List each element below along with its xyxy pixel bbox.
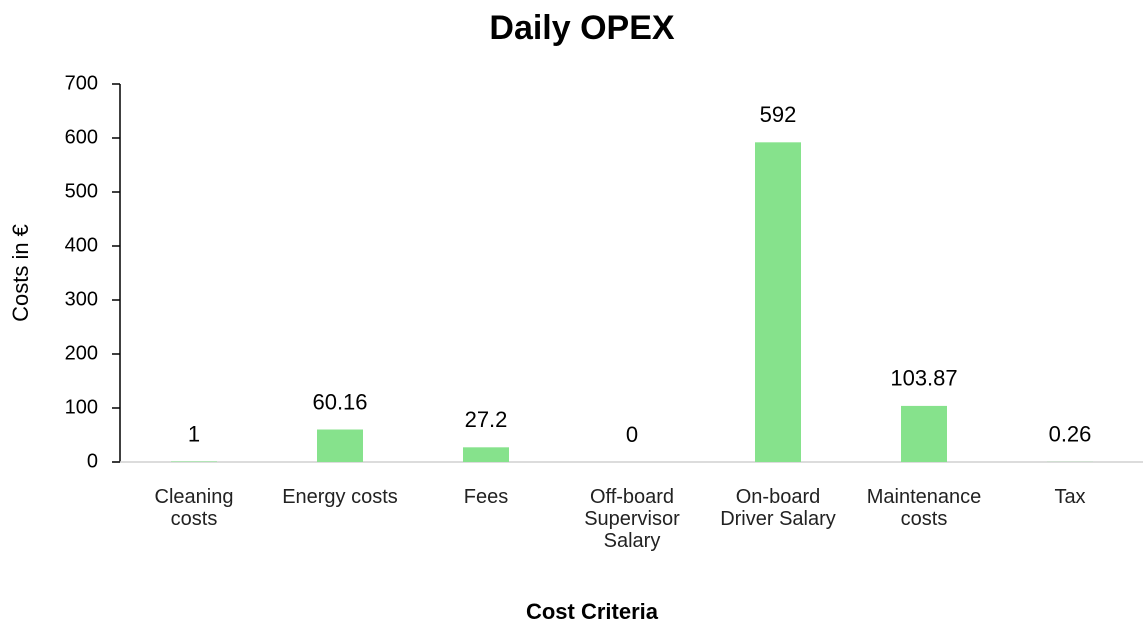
data-label: 592 bbox=[760, 102, 797, 127]
data-label: 60.16 bbox=[312, 389, 367, 414]
x-tick-label: Maintenance costs bbox=[866, 486, 982, 530]
bar bbox=[317, 429, 363, 462]
bar bbox=[755, 142, 801, 462]
x-tick-label: Off-board Supervisor Salary bbox=[584, 486, 680, 552]
bar bbox=[901, 405, 947, 462]
x-tick-label: Fees bbox=[463, 486, 509, 508]
data-label: 27.2 bbox=[465, 407, 508, 432]
y-tick-label: 500 bbox=[65, 180, 98, 202]
y-tick-label: 0 bbox=[87, 450, 98, 472]
y-axis-title: Costs in € bbox=[8, 224, 33, 322]
data-label: 0 bbox=[626, 422, 638, 447]
x-axis-title: Cost Criteria bbox=[526, 599, 659, 624]
data-label: 1 bbox=[188, 421, 200, 446]
x-tick-label: On-board Driver Salary bbox=[720, 486, 836, 530]
y-tick-label: 300 bbox=[65, 288, 98, 310]
bar bbox=[171, 461, 217, 462]
x-tick-label: Cleaning costs bbox=[154, 486, 234, 530]
y-tick-label: 700 bbox=[65, 72, 98, 94]
data-label: 103.87 bbox=[890, 366, 957, 391]
y-tick-label: 400 bbox=[65, 234, 98, 256]
y-tick-label: 200 bbox=[65, 342, 98, 364]
chart-title: Daily OPEX bbox=[489, 9, 675, 47]
y-tick-label: 100 bbox=[65, 396, 98, 418]
y-tick-label: 600 bbox=[65, 126, 98, 148]
x-tick-label: Tax bbox=[1054, 486, 1086, 508]
data-label: 0.26 bbox=[1049, 422, 1092, 447]
bar bbox=[463, 447, 509, 462]
x-tick-label: Energy costs bbox=[282, 486, 398, 508]
